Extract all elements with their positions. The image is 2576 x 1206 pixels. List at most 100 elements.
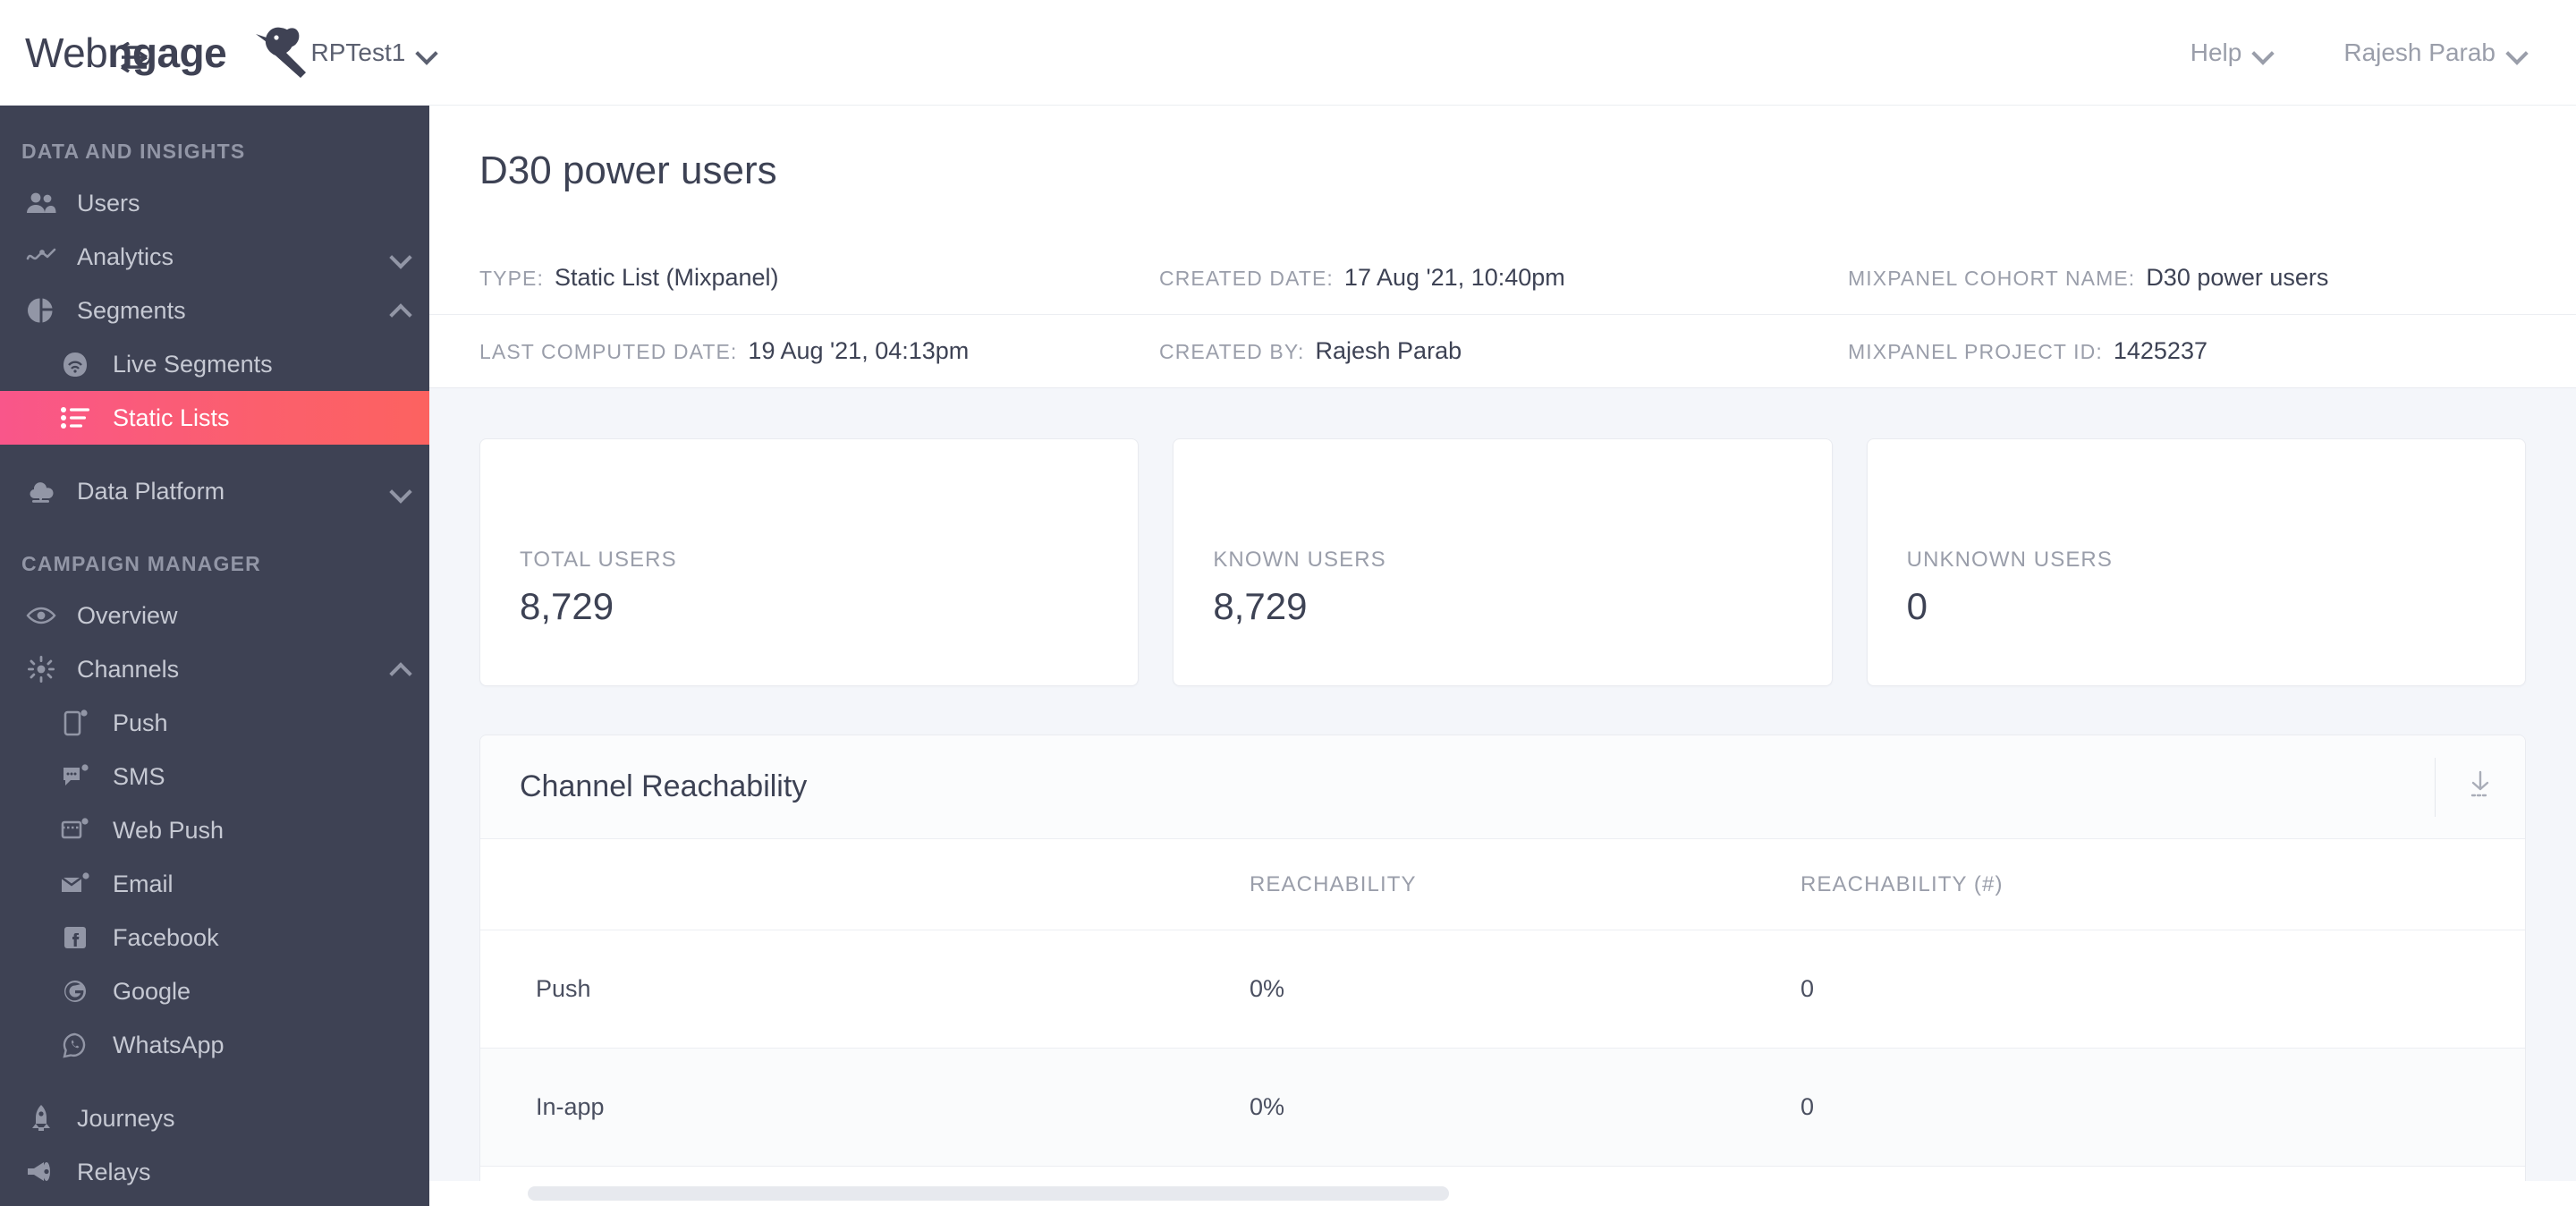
chevron-down-icon: [2254, 44, 2272, 62]
stat-card-value: 8,729: [520, 585, 614, 627]
channel-reachability-panel: Channel Reachability REACHABILITY REACHA…: [479, 735, 2526, 1206]
users-icon: [21, 188, 61, 218]
stat-card-value: 0: [1906, 585, 1928, 627]
google-icon: [55, 976, 95, 1006]
sidebar: DATA AND INSIGHTS Users Analytics: [0, 106, 429, 1206]
meta-value: 19 Aug '21, 04:13pm: [748, 337, 970, 364]
stat-card-label: TOTAL USERS: [520, 548, 677, 572]
sidebar-item-journeys[interactable]: Journeys: [0, 1091, 429, 1145]
email-icon: [55, 869, 95, 899]
sidebar-item-web-push[interactable]: Web Push: [0, 803, 429, 857]
webengage-logo[interactable]: Webngage: [25, 0, 306, 105]
panel-header: Channel Reachability: [480, 735, 2525, 839]
meta-value: Static List (Mixpanel): [554, 264, 779, 291]
cell-reachability: 0%: [1250, 975, 1285, 1002]
sidebar-item-analytics[interactable]: Analytics: [0, 230, 429, 284]
horizontal-scrollbar[interactable]: [429, 1181, 2576, 1206]
sidebar-item-label: WhatsApp: [113, 1031, 225, 1058]
sidebar-item-label: Relays: [77, 1158, 151, 1185]
logo-wordmark: Webngage: [25, 27, 306, 78]
sidebar-item-label: Analytics: [77, 242, 174, 270]
sidebar-section-campaign-manager: CAMPAIGN MANAGER Overview: [0, 518, 429, 1199]
stat-card-label: KNOWN USERS: [1213, 548, 1386, 572]
sidebar-item-label: Static Lists: [113, 403, 230, 431]
cell-reachability-count: 0: [1801, 975, 1815, 1002]
table-header-row: REACHABILITY REACHABILITY (#): [480, 839, 2525, 930]
table-header-reachability: REACHABILITY: [1250, 871, 1417, 896]
meta-created-by: CREATED BY: Rajesh Parab: [1159, 337, 1848, 365]
analytics-icon: [21, 242, 61, 272]
meta-row: LAST COMPUTED DATE: 19 Aug '21, 04:13pm …: [429, 315, 2576, 388]
sidebar-item-label: Journeys: [77, 1104, 175, 1132]
chevron-down-icon[interactable]: [392, 248, 410, 266]
sidebar-item-whatsapp[interactable]: WhatsApp: [0, 1018, 429, 1072]
download-button[interactable]: [2436, 735, 2525, 838]
stat-card-unknown-users: UNKNOWN USERS 0: [1866, 438, 2526, 686]
meta-key: MIXPANEL PROJECT ID:: [1848, 340, 2103, 363]
sidebar-item-sms[interactable]: SMS: [0, 750, 429, 803]
segments-icon: [21, 295, 61, 326]
logo-text-light: Web: [25, 29, 108, 76]
meta-row: TYPE: Static List (Mixpanel) CREATED DAT…: [429, 242, 2576, 315]
top-bar: Webngage RPTest1 Hel: [0, 0, 2576, 106]
sidebar-item-label: Google: [113, 977, 191, 1005]
chevron-up-icon[interactable]: [392, 302, 410, 319]
page-title: D30 power users: [479, 149, 777, 192]
sidebar-item-relays[interactable]: Relays: [0, 1145, 429, 1199]
relays-icon: [21, 1157, 61, 1187]
sidebar-item-facebook[interactable]: Facebook: [0, 911, 429, 964]
stat-card-total-users: TOTAL USERS 8,729: [479, 438, 1140, 686]
table-row: In-app 0% 0: [480, 1049, 2525, 1167]
meta-type: TYPE: Static List (Mixpanel): [479, 264, 1159, 292]
chevron-up-icon[interactable]: [392, 660, 410, 678]
sidebar-item-label: Data Platform: [77, 477, 225, 505]
static-lists-icon: [55, 403, 95, 433]
sidebar-item-label: Facebook: [113, 923, 219, 951]
sidebar-item-google[interactable]: Google: [0, 964, 429, 1018]
sidebar-item-push[interactable]: Push: [0, 696, 429, 750]
sidebar-item-segments[interactable]: Segments: [0, 284, 429, 337]
sidebar-item-users[interactable]: Users: [0, 176, 429, 230]
project-switcher[interactable]: RPTest1: [311, 38, 436, 67]
stat-card-value: 8,729: [1213, 585, 1308, 627]
sidebar-section-title: DATA AND INSIGHTS: [21, 140, 246, 163]
eye-icon: [21, 600, 61, 631]
sidebar-item-label: Email: [113, 870, 174, 897]
meta-key: CREATED DATE:: [1159, 267, 1334, 290]
cell-reachability: 0%: [1250, 1093, 1285, 1120]
cell-channel: Push: [536, 975, 591, 1002]
meta-last-computed-date: LAST COMPUTED DATE: 19 Aug '21, 04:13pm: [479, 337, 1159, 365]
meta-key: TYPE:: [479, 267, 544, 290]
sidebar-item-data-platform[interactable]: Data Platform: [0, 464, 429, 518]
sidebar-item-label: Segments: [77, 296, 186, 324]
cell-reachability-count: 0: [1801, 1093, 1815, 1120]
sidebar-item-overview[interactable]: Overview: [0, 589, 429, 642]
sidebar-item-label: Channels: [77, 655, 180, 683]
sidebar-item-label: Overview: [77, 601, 178, 629]
sidebar-item-live-segments[interactable]: Live Segments: [0, 337, 429, 391]
sidebar-item-email[interactable]: Email: [0, 857, 429, 911]
meta-mixpanel-cohort-name: MIXPANEL COHORT NAME: D30 power users: [1848, 264, 2328, 292]
table-header-reachability-count: REACHABILITY (#): [1801, 871, 2004, 896]
chevron-down-icon[interactable]: [392, 482, 410, 500]
meta-value: 1425237: [2113, 337, 2207, 364]
meta-key: LAST COMPUTED DATE:: [479, 340, 738, 363]
meta-value: 17 Aug '21, 10:40pm: [1343, 264, 1565, 291]
stat-card-known-users: KNOWN USERS 8,729: [1173, 438, 1833, 686]
spacer: [0, 445, 429, 464]
sidebar-item-channels[interactable]: Channels: [0, 642, 429, 696]
user-menu[interactable]: Rajesh Parab: [2343, 38, 2526, 67]
user-name: Rajesh Parab: [2343, 38, 2496, 66]
table-row: Push 0% 0: [480, 930, 2525, 1049]
chevron-down-icon: [418, 44, 436, 62]
data-platform-icon: [21, 476, 61, 506]
scrollbar-thumb[interactable]: [528, 1186, 1449, 1201]
live-segments-icon: [55, 349, 95, 379]
sms-icon: [55, 761, 95, 792]
sidebar-item-static-lists[interactable]: Static Lists: [0, 391, 429, 445]
main-content: D30 power users TYPE: Static List (Mixpa…: [429, 106, 2576, 1206]
whatsapp-icon: [55, 1030, 95, 1060]
project-name: RPTest1: [310, 38, 406, 66]
stat-cards: TOTAL USERS 8,729 KNOWN USERS 8,729 UNKN…: [429, 388, 2576, 686]
help-menu[interactable]: Help: [2190, 38, 2273, 67]
